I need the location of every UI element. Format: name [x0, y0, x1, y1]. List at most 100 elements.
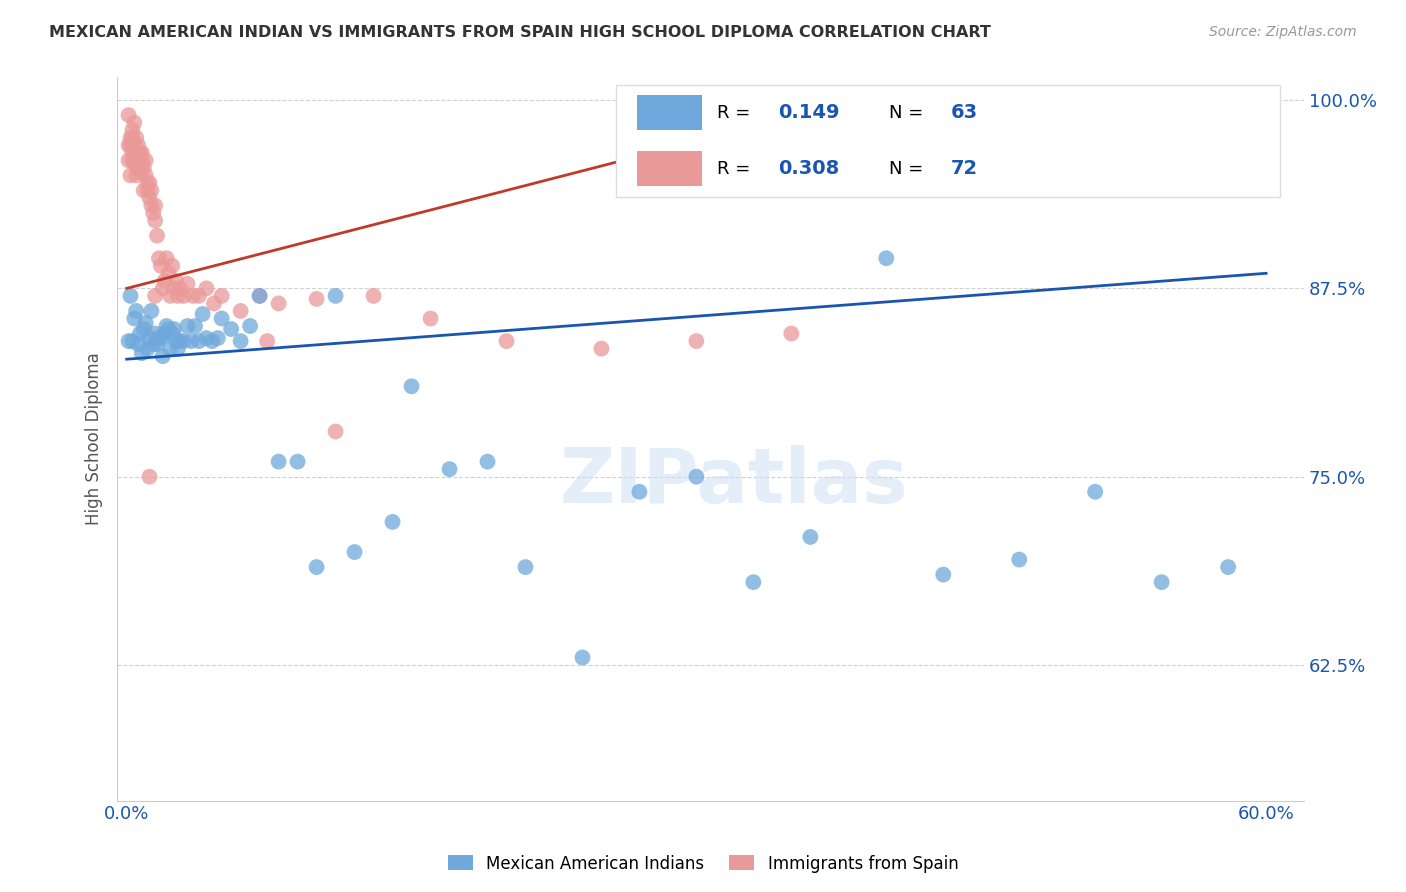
Point — [229, 304, 252, 318]
Point — [202, 296, 225, 310]
Point — [287, 455, 309, 469]
Point — [117, 138, 139, 153]
Point — [325, 289, 347, 303]
Point — [173, 289, 195, 303]
Point — [249, 289, 271, 303]
Point — [136, 176, 159, 190]
Point — [121, 334, 143, 348]
Point — [124, 311, 146, 326]
Point — [169, 334, 191, 348]
Text: N =: N = — [889, 103, 929, 121]
Point — [1216, 560, 1239, 574]
Legend: Mexican American Indians, Immigrants from Spain: Mexican American Indians, Immigrants fro… — [441, 848, 965, 880]
Point — [159, 342, 181, 356]
Point — [219, 322, 242, 336]
Point — [148, 252, 170, 266]
Point — [591, 342, 613, 356]
Point — [157, 266, 180, 280]
Point — [256, 334, 278, 348]
Point — [125, 304, 148, 318]
Point — [176, 319, 198, 334]
Point — [167, 342, 190, 356]
Point — [229, 334, 252, 348]
Text: R =: R = — [717, 160, 755, 178]
Point — [121, 130, 143, 145]
Point — [875, 252, 897, 266]
Point — [148, 331, 170, 345]
Point — [211, 311, 233, 326]
Point — [136, 183, 159, 197]
Point — [152, 281, 174, 295]
Point — [135, 316, 157, 330]
Point — [141, 304, 163, 318]
Point — [162, 259, 184, 273]
Point — [132, 183, 155, 197]
Point — [159, 289, 181, 303]
Point — [157, 322, 180, 336]
Point — [141, 198, 163, 212]
Point — [799, 530, 821, 544]
Text: 0.149: 0.149 — [779, 103, 839, 122]
Point — [149, 259, 172, 273]
Point — [187, 334, 209, 348]
Point — [477, 455, 499, 469]
Point — [163, 322, 186, 336]
Point — [146, 337, 169, 351]
Point — [153, 326, 176, 341]
Point — [124, 115, 146, 129]
Point — [117, 334, 139, 348]
Point — [152, 349, 174, 363]
Point — [131, 153, 153, 168]
Point — [117, 153, 139, 168]
Point — [129, 326, 152, 341]
Point — [153, 274, 176, 288]
Point — [267, 455, 290, 469]
Point — [211, 289, 233, 303]
Point — [195, 331, 218, 345]
Text: 63: 63 — [950, 103, 977, 122]
Point — [515, 560, 537, 574]
FancyBboxPatch shape — [616, 85, 1281, 197]
Point — [932, 567, 955, 582]
Point — [146, 228, 169, 243]
Point — [239, 319, 262, 334]
Point — [138, 191, 160, 205]
Point — [163, 281, 186, 295]
Point — [143, 198, 166, 212]
Point — [180, 334, 202, 348]
Point — [325, 425, 347, 439]
Text: MEXICAN AMERICAN INDIAN VS IMMIGRANTS FROM SPAIN HIGH SCHOOL DIPLOMA CORRELATION: MEXICAN AMERICAN INDIAN VS IMMIGRANTS FR… — [49, 25, 991, 40]
Point — [127, 161, 149, 175]
Point — [169, 281, 191, 295]
Point — [173, 334, 195, 348]
Point — [138, 469, 160, 483]
Point — [1008, 552, 1031, 566]
Point — [143, 326, 166, 341]
Text: N =: N = — [889, 160, 929, 178]
Point — [131, 156, 153, 170]
Point — [201, 334, 224, 348]
Point — [439, 462, 461, 476]
Point — [419, 311, 441, 326]
Point — [127, 138, 149, 153]
Point — [121, 153, 143, 168]
Point — [401, 379, 423, 393]
Point — [343, 545, 366, 559]
Point — [125, 169, 148, 183]
Point — [120, 138, 142, 153]
Point — [141, 183, 163, 197]
Point — [117, 108, 139, 122]
Point — [143, 289, 166, 303]
Point — [165, 274, 187, 288]
Point — [129, 165, 152, 179]
Point — [131, 346, 153, 360]
Point — [121, 123, 143, 137]
Point — [780, 326, 803, 341]
Point — [155, 319, 177, 334]
Point — [124, 138, 146, 153]
Point — [167, 289, 190, 303]
Point — [1084, 484, 1107, 499]
Point — [628, 484, 651, 499]
Point — [142, 206, 165, 220]
Point — [685, 334, 707, 348]
